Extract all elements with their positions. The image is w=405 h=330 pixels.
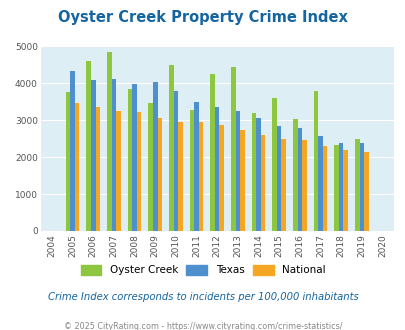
Bar	[136, 112, 141, 231]
Bar	[168, 65, 173, 231]
Bar	[292, 119, 297, 231]
Text: © 2025 CityRating.com - https://www.cityrating.com/crime-statistics/: © 2025 CityRating.com - https://www.city…	[64, 322, 341, 330]
Bar	[194, 102, 198, 231]
Bar	[281, 139, 285, 231]
Bar	[318, 136, 322, 231]
Legend: Oyster Creek, Texas, National: Oyster Creek, Texas, National	[76, 261, 329, 280]
Bar	[116, 111, 120, 231]
Bar	[107, 52, 111, 231]
Bar	[251, 113, 256, 231]
Bar	[75, 104, 79, 231]
Bar	[354, 139, 359, 231]
Bar	[198, 122, 203, 231]
Bar	[343, 150, 347, 231]
Bar	[301, 141, 306, 231]
Bar	[189, 110, 194, 231]
Bar	[322, 146, 326, 231]
Bar	[157, 118, 162, 231]
Text: Oyster Creek Property Crime Index: Oyster Creek Property Crime Index	[58, 10, 347, 25]
Bar	[363, 152, 368, 231]
Bar	[297, 128, 301, 231]
Bar	[239, 130, 244, 231]
Bar	[260, 135, 265, 231]
Bar	[235, 111, 239, 231]
Bar	[272, 98, 276, 231]
Bar	[66, 92, 70, 231]
Bar	[230, 67, 235, 231]
Bar	[86, 61, 91, 231]
Bar	[70, 71, 75, 231]
Bar	[95, 107, 100, 231]
Bar	[178, 121, 182, 231]
Bar	[219, 124, 224, 231]
Bar	[276, 126, 281, 231]
Bar	[210, 74, 214, 231]
Bar	[359, 143, 363, 231]
Bar	[111, 80, 116, 231]
Bar	[148, 104, 153, 231]
Bar	[132, 84, 136, 231]
Bar	[153, 82, 157, 231]
Bar	[128, 89, 132, 231]
Bar	[214, 107, 219, 231]
Bar	[333, 145, 338, 231]
Bar	[91, 80, 95, 231]
Bar	[338, 143, 343, 231]
Bar	[256, 118, 260, 231]
Text: Crime Index corresponds to incidents per 100,000 inhabitants: Crime Index corresponds to incidents per…	[47, 292, 358, 302]
Bar	[173, 90, 178, 231]
Bar	[313, 90, 318, 231]
